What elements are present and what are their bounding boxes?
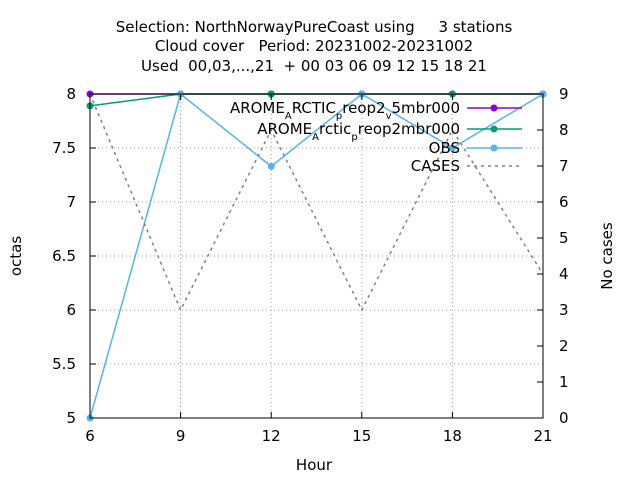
y-tick-label: 5 (66, 409, 76, 427)
x-axis-label: Hour (296, 456, 333, 474)
y-tick-label: 6 (66, 301, 76, 319)
y2-tick-label: 2 (559, 337, 569, 355)
y2-tick-label: 4 (559, 265, 569, 283)
legend-label-cases: CASES (411, 157, 460, 175)
x-tick-label: 21 (533, 427, 552, 445)
legend-marker-arome-arctic-preop2-v5mbr000 (490, 104, 498, 112)
y2-tick-label: 0 (559, 409, 569, 427)
series-line-obs (89, 92, 544, 419)
y-tick-label: 7.5 (52, 139, 76, 157)
x-tick-label: 15 (352, 427, 371, 445)
y2-axis-label: No cases (598, 222, 616, 290)
y-tick-label: 5.5 (52, 355, 76, 373)
y-axis-label: octas (7, 236, 25, 276)
data-point-obs (448, 144, 456, 152)
legend-label-arome-arctic-preop2mbr000: AROMEArcticpreop2mbr000 (257, 120, 460, 143)
x-tick-label: 18 (443, 427, 462, 445)
y2-tick-label: 1 (559, 373, 569, 391)
legend-marker-arome-arctic-preop2mbr000 (490, 125, 498, 133)
y-tick-label: 8 (66, 85, 76, 103)
y2-tick-label: 3 (559, 301, 569, 319)
y2-tick-label: 5 (559, 229, 569, 247)
legend-marker-obs (490, 144, 498, 152)
legend: AROMEARCTICpreop2v5mbr000AROMEArcticpreo… (230, 99, 522, 175)
y2-tick-label: 9 (559, 85, 569, 103)
series-line-cases (89, 93, 544, 312)
x-tick-label: 9 (176, 427, 186, 445)
chart-title-line-1: Selection: NorthNorwayPureCoast using 3 … (116, 18, 513, 36)
y2-tick-label: 8 (559, 121, 569, 139)
data-point-obs (267, 162, 275, 170)
chart-title-line-2: Cloud cover Period: 20231002-20231002 (155, 37, 473, 55)
x-tick-label: 6 (85, 427, 95, 445)
y-tick-label: 7 (66, 193, 76, 211)
legend-label-obs: OBS (429, 139, 460, 157)
x-tick-label: 12 (262, 427, 281, 445)
y-tick-label: 6.5 (52, 247, 76, 265)
legend-label-arome-arctic-preop2-v5mbr000: AROMEARCTICpreop2v5mbr000 (230, 99, 460, 122)
y2-tick-label: 6 (559, 193, 569, 211)
chart-title-line-3: Used 00,03,...,21 + 00 03 06 09 12 15 18… (141, 57, 487, 75)
y2-tick-label: 7 (559, 157, 569, 175)
